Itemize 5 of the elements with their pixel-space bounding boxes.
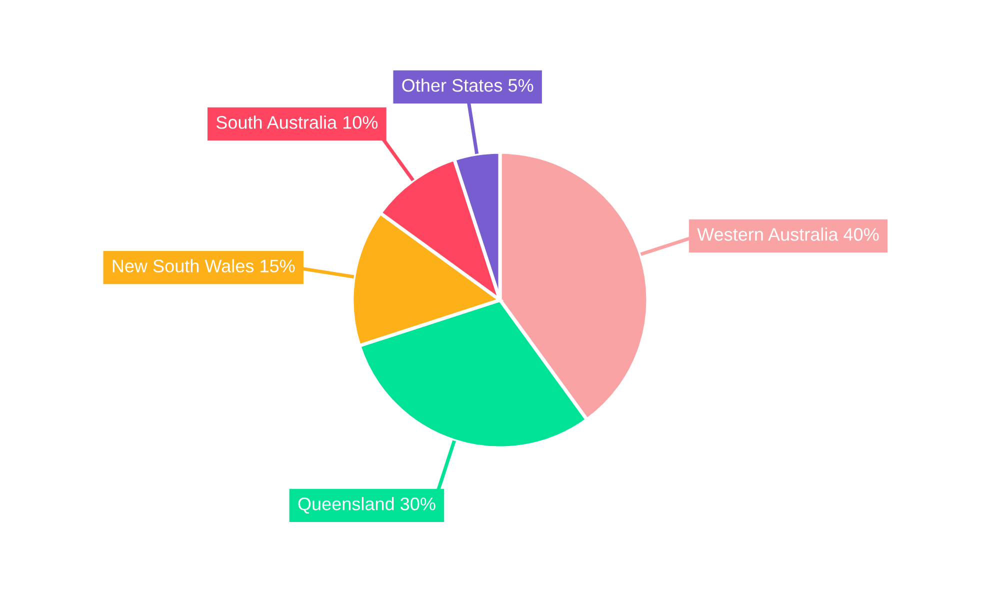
slice-label: Queensland 30% <box>298 497 436 514</box>
slice-label: Other States 5% <box>402 78 534 92</box>
slice-label: New South Wales 15% <box>112 259 295 272</box>
slice-label: South Australia 10% <box>216 116 378 129</box>
slice-label: Western Australia 40% <box>697 228 879 241</box>
